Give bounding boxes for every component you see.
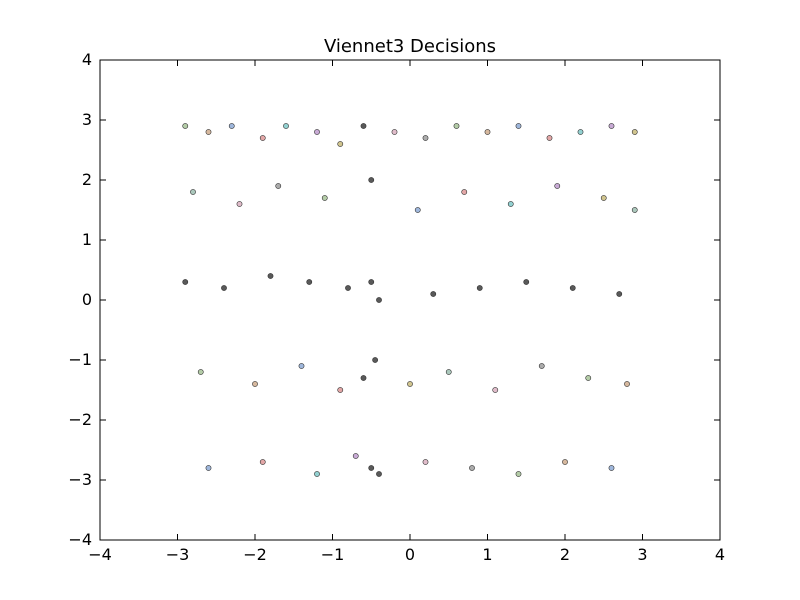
plot-area bbox=[100, 60, 720, 540]
scatter-point bbox=[608, 465, 615, 471]
y-tick-label: 2 bbox=[82, 170, 92, 189]
scatter-point bbox=[624, 381, 630, 387]
scatter-point bbox=[275, 183, 282, 189]
scatter-point bbox=[321, 195, 328, 201]
scatter-point bbox=[205, 129, 212, 135]
scatter-point bbox=[368, 279, 375, 285]
scatter-point bbox=[306, 279, 313, 285]
x-tick-label: −4 bbox=[88, 545, 112, 564]
scatter-point bbox=[372, 357, 379, 363]
axis-ticks: −4 −3 −2 −1 0 1 2 3 4 −4 −3 −2 −1 0 1 2 3 4 bbox=[68, 50, 725, 564]
scatter-point bbox=[407, 381, 413, 387]
y-tick-label: −3 bbox=[68, 470, 92, 489]
scatter-point bbox=[569, 285, 576, 291]
x-tick-label: 2 bbox=[560, 545, 570, 564]
scatter-point bbox=[507, 201, 514, 207]
y-tick-label: 4 bbox=[82, 50, 92, 69]
scatter-point bbox=[484, 129, 491, 135]
scatter-point bbox=[337, 141, 344, 147]
scatter-point bbox=[430, 291, 437, 297]
scatter-point bbox=[360, 123, 367, 129]
scatter-points bbox=[182, 123, 638, 477]
scatter-point bbox=[445, 369, 452, 375]
scatter-point bbox=[352, 453, 359, 459]
scatter-point bbox=[523, 279, 530, 285]
scatter-point bbox=[515, 471, 522, 477]
scatter-point bbox=[337, 387, 344, 393]
x-tick-label: 0 bbox=[405, 545, 415, 564]
scatter-point bbox=[314, 129, 320, 135]
scatter-point bbox=[267, 273, 274, 279]
scatter-point bbox=[616, 291, 623, 297]
scatter-point bbox=[368, 177, 375, 183]
scatter-point bbox=[631, 129, 638, 135]
scatter-point bbox=[368, 465, 375, 471]
scatter-point bbox=[476, 285, 483, 291]
scatter-point bbox=[228, 123, 235, 129]
scatter-point bbox=[197, 369, 204, 375]
chart-title: Viennet3 Decisions bbox=[324, 36, 496, 57]
x-tick-label: −1 bbox=[321, 545, 345, 564]
x-tick-label: 4 bbox=[715, 545, 725, 564]
scatter-point bbox=[360, 375, 367, 381]
scatter-point bbox=[190, 189, 196, 195]
y-tick-label: 0 bbox=[82, 290, 92, 309]
scatter-point bbox=[298, 363, 305, 369]
scatter-point bbox=[345, 285, 351, 291]
x-tick-label: −3 bbox=[166, 545, 190, 564]
scatter-point bbox=[376, 471, 382, 477]
scatter-point bbox=[538, 363, 545, 369]
scatter-point bbox=[414, 207, 421, 213]
scatter-point bbox=[422, 135, 429, 141]
scatter-point bbox=[391, 129, 398, 135]
scatter-point bbox=[461, 189, 468, 195]
scatter-point bbox=[453, 123, 460, 129]
scatter-point bbox=[515, 123, 522, 129]
scatter-point bbox=[585, 375, 592, 381]
x-tick-label: 1 bbox=[482, 545, 492, 564]
scatter-point bbox=[259, 135, 266, 141]
plot-frame bbox=[99, 59, 721, 541]
scatter-point bbox=[608, 123, 615, 129]
scatter-point bbox=[562, 459, 568, 465]
scatter-point bbox=[205, 465, 212, 471]
scatter-point bbox=[492, 387, 499, 393]
y-tick-label: −1 bbox=[68, 350, 92, 369]
y-tick-label: 1 bbox=[82, 230, 92, 249]
scatter-point bbox=[314, 471, 320, 477]
scatter-point bbox=[259, 459, 266, 465]
x-tick-label: 3 bbox=[637, 545, 647, 564]
scatter-point bbox=[376, 297, 382, 303]
x-tick-label: −2 bbox=[243, 545, 267, 564]
y-tick-label: −4 bbox=[68, 530, 92, 549]
scatter-point bbox=[252, 381, 258, 387]
scatter-point bbox=[546, 135, 553, 141]
scatter-point bbox=[283, 123, 289, 129]
scatter-point bbox=[422, 459, 429, 465]
scatter-point bbox=[236, 201, 243, 207]
scatter-point bbox=[182, 279, 189, 285]
scatter-point bbox=[221, 285, 227, 291]
scatter-point bbox=[554, 183, 561, 189]
scatter-point bbox=[182, 123, 189, 129]
scatter-point bbox=[469, 465, 475, 471]
scatter-point bbox=[631, 207, 638, 213]
y-tick-label: 3 bbox=[82, 110, 92, 129]
scatter-point bbox=[600, 195, 607, 201]
y-tick-label: −2 bbox=[68, 410, 92, 429]
scatter-point bbox=[577, 129, 584, 135]
